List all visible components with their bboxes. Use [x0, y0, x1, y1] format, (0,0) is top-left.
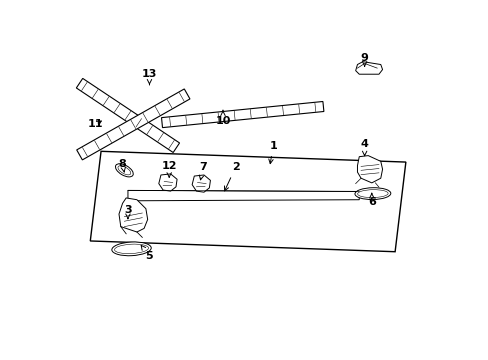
Text: 12: 12: [161, 161, 177, 177]
Polygon shape: [128, 190, 359, 201]
Ellipse shape: [357, 190, 387, 198]
Text: 2: 2: [224, 162, 239, 191]
Polygon shape: [161, 102, 323, 127]
Text: 6: 6: [367, 193, 375, 207]
Ellipse shape: [112, 242, 151, 256]
Polygon shape: [76, 78, 179, 153]
Polygon shape: [90, 151, 405, 252]
Polygon shape: [192, 175, 210, 192]
Ellipse shape: [118, 166, 130, 175]
Ellipse shape: [115, 164, 133, 177]
Polygon shape: [159, 174, 177, 191]
Ellipse shape: [114, 244, 148, 253]
Text: 11: 11: [88, 120, 103, 129]
Text: 5: 5: [141, 246, 153, 261]
Ellipse shape: [354, 188, 390, 199]
Polygon shape: [119, 198, 147, 232]
Text: 3: 3: [124, 206, 131, 219]
Text: 8: 8: [119, 159, 126, 172]
Text: 10: 10: [215, 110, 230, 126]
Text: 13: 13: [142, 69, 157, 85]
Text: 4: 4: [360, 139, 368, 156]
Polygon shape: [355, 62, 382, 74]
Polygon shape: [77, 89, 189, 160]
Text: 1: 1: [268, 141, 277, 164]
Text: 9: 9: [360, 53, 368, 66]
Polygon shape: [357, 156, 382, 183]
Text: 7: 7: [199, 162, 207, 180]
